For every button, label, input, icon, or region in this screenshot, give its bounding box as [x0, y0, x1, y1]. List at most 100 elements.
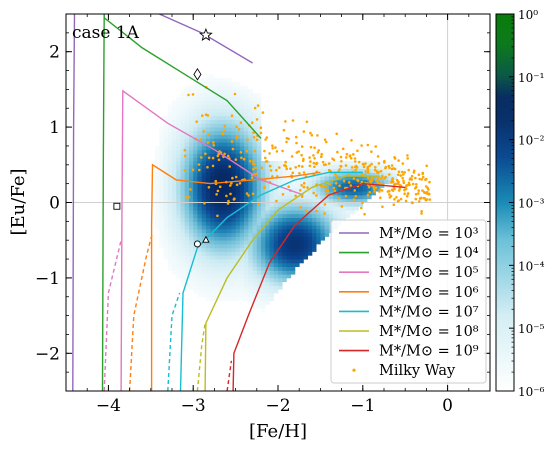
heatmap-cell [286, 244, 292, 249]
heatmap-cell [269, 217, 275, 222]
heatmap-cell [278, 168, 283, 173]
heatmap-cell [201, 293, 207, 298]
heatmap-cell [172, 153, 177, 158]
heatmap-cell [248, 168, 253, 173]
heatmap-cell [231, 89, 236, 94]
heatmap-cell [235, 221, 241, 226]
y-axis-label: [Eu/Fe] [8, 169, 29, 236]
heatmap-cell [205, 198, 211, 203]
heatmap-cell [269, 274, 275, 279]
heatmap-cell [278, 274, 283, 279]
heatmap-cell [176, 213, 181, 218]
heatmap-cell [303, 217, 308, 222]
heatmap-cell [231, 240, 236, 245]
heatmap-cell [193, 168, 198, 173]
heatmap-cell [261, 270, 266, 275]
heatmap-cell [227, 221, 232, 226]
heatmap-cell [222, 270, 228, 275]
heatmap-cell [210, 259, 215, 264]
heatmap-cell [303, 164, 308, 169]
heatmap-cell [222, 100, 228, 105]
heatmap-cell [163, 179, 169, 185]
heatmap-cell [248, 153, 253, 158]
heatmap-cell [324, 217, 330, 222]
heatmap-cell [324, 164, 330, 169]
milky-way-point [302, 130, 306, 133]
heatmap-cell [180, 146, 186, 151]
heatmap-cell [159, 176, 164, 181]
heatmap-cell [214, 262, 219, 267]
heatmap-cell [210, 236, 215, 241]
heatmap-cell [311, 221, 317, 226]
heatmap-cell [205, 183, 211, 188]
heatmap-cell [328, 213, 334, 218]
heatmap-cell [273, 161, 279, 166]
heatmap-cell [282, 183, 287, 188]
heatmap-cell [282, 259, 287, 264]
heatmap-cell [214, 172, 219, 177]
heatmap-cell [239, 236, 245, 241]
heatmap-cell [320, 202, 325, 207]
milky-way-point [364, 162, 367, 165]
heatmap-cell [235, 198, 241, 203]
heatmap-cell [299, 172, 304, 177]
heatmap-cell [231, 232, 236, 237]
milky-way-point [377, 162, 381, 165]
heatmap-cell [163, 244, 169, 249]
heatmap-cell [180, 259, 186, 264]
heatmap-cell [189, 172, 194, 177]
heatmap-cell [320, 210, 325, 215]
heatmap-cell [167, 255, 173, 260]
heatmap-cell [214, 244, 219, 249]
heatmap-cell [328, 183, 334, 188]
heatmap-cell [184, 228, 190, 234]
triangle-marker [202, 235, 210, 243]
heatmap-cell [184, 225, 190, 230]
heatmap-cell [282, 172, 287, 177]
heatmap-cell [239, 153, 245, 158]
heatmap-cell [201, 157, 207, 162]
heatmap-cell [248, 191, 253, 196]
heatmap-cell [345, 183, 351, 188]
heatmap-cell [278, 198, 283, 203]
heatmap-cell [227, 149, 232, 154]
heatmap-cell [197, 217, 202, 222]
heatmap-cell [193, 146, 198, 151]
heatmap-cell [295, 164, 300, 169]
heatmap-cell [201, 85, 207, 90]
heatmap-cell [273, 195, 279, 200]
heatmap-cell [227, 240, 232, 245]
milky-way-point [344, 194, 348, 198]
heatmap-cell [303, 240, 308, 245]
heatmap-cell [303, 228, 308, 234]
heatmap-cell [379, 179, 385, 185]
heatmap-cell [354, 198, 359, 203]
heatmap-cell [180, 195, 186, 200]
heatmap-cell [176, 259, 181, 264]
milky-way-point [263, 186, 267, 189]
milky-way-point [255, 138, 259, 141]
milky-way-point [338, 184, 341, 187]
heatmap-cell [205, 153, 211, 158]
heatmap-cell [303, 236, 308, 241]
heatmap-cell [205, 259, 211, 264]
heatmap-cell [375, 164, 381, 169]
heatmap-cell [176, 176, 181, 181]
heatmap-cell [261, 259, 266, 264]
heatmap-cell [231, 138, 236, 143]
milky-way-point [299, 206, 302, 209]
milky-way-point [245, 192, 249, 195]
heatmap-cell [265, 221, 270, 226]
milky-way-point [331, 157, 334, 160]
heatmap-cell [239, 255, 245, 260]
heatmap-cell [193, 232, 198, 237]
heatmap-cell [324, 210, 330, 215]
heatmap-cell [210, 112, 215, 117]
heatmap-cell [227, 168, 232, 173]
heatmap-cell [218, 130, 224, 136]
heatmap-cell [180, 251, 186, 256]
heatmap-cell [244, 251, 249, 256]
heatmap-cell [235, 285, 241, 290]
heatmap-cell [282, 221, 287, 226]
heatmap-cell [189, 127, 194, 132]
